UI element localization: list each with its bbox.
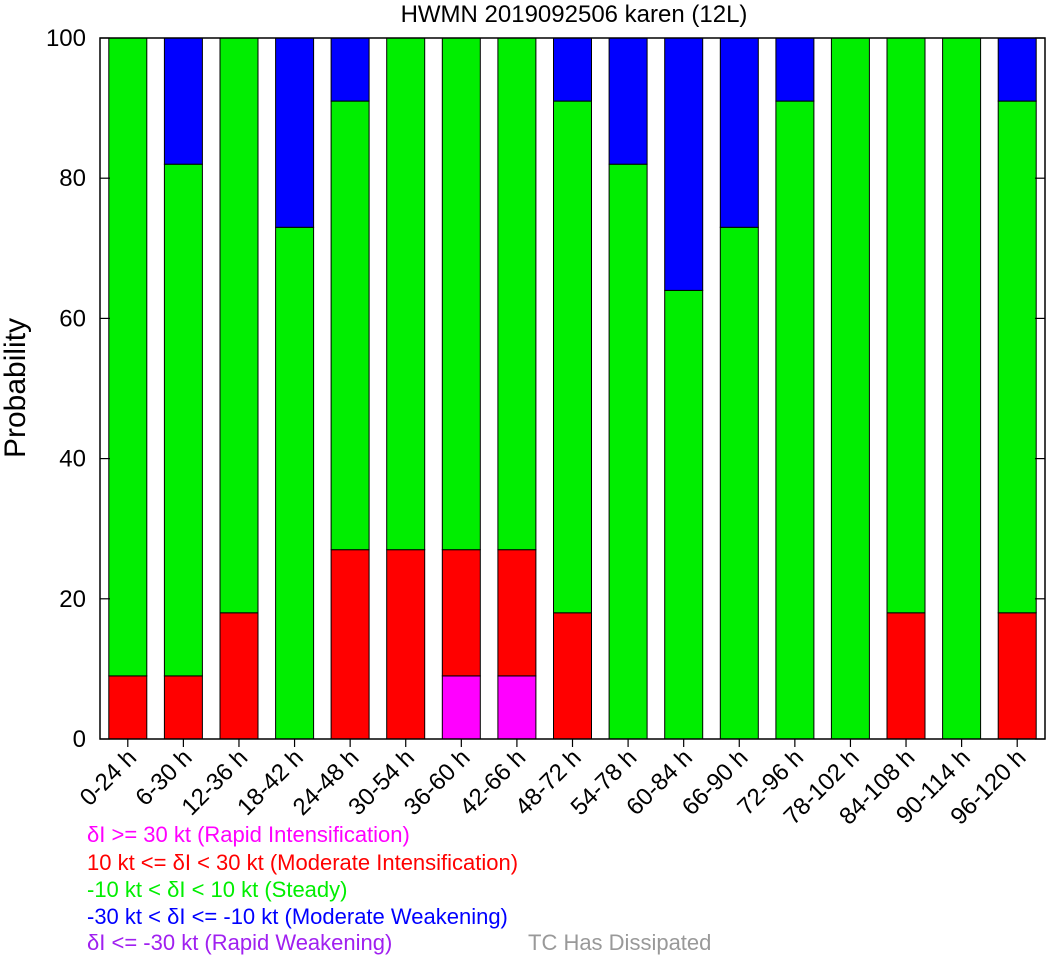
bar-segment [330, 37, 370, 102]
chart-title: HWMN 2019092506 karen (12L) [401, 1, 748, 28]
bar-segment [441, 675, 481, 740]
y-tick-label: 80 [59, 165, 86, 192]
bar-segment [775, 100, 815, 740]
bar-segment [497, 549, 537, 677]
bar-segment [108, 675, 148, 740]
bar-segment [553, 100, 592, 614]
bar-segment [330, 100, 370, 551]
bar-segment [775, 37, 815, 102]
bar-segment [441, 37, 481, 551]
bar-segment [553, 37, 592, 102]
bar-segment [163, 163, 203, 677]
bar-segment [608, 37, 648, 165]
bar-segment [219, 612, 259, 740]
bar-segment [497, 675, 537, 740]
bar-segment [275, 226, 315, 740]
bar-segment [275, 37, 315, 228]
bar-segment [997, 100, 1037, 614]
y-tick-label: 20 [59, 586, 86, 613]
legend-moderate-weakening: -30 kt < δI <= -10 kt (Moderate Weakenin… [87, 904, 508, 929]
x-tick-label: 0-24 h [75, 744, 142, 811]
bar-segment [108, 37, 148, 677]
y-tick-label: 60 [59, 305, 86, 332]
bar-segment [553, 612, 592, 740]
bar-segment [997, 37, 1037, 102]
bar-segment [163, 37, 203, 165]
bar-segment [886, 37, 926, 614]
bar-segment [386, 549, 426, 740]
legend-steady: -10 kt < δI < 10 kt (Steady) [87, 877, 348, 902]
bar-segment [886, 612, 926, 740]
y-axis-label: Probability [0, 318, 32, 458]
legend-moderate-intensification: 10 kt <= δI < 30 kt (Moderate Intensific… [87, 850, 519, 875]
x-axis: 0-24 h6-30 h12-36 h18-42 h24-48 h30-54 h… [75, 739, 1031, 830]
y-axis: 0 20 40 60 80 100 [46, 25, 1045, 753]
bar-segment [664, 37, 704, 291]
bar-segment [163, 675, 203, 740]
bar-segment [330, 549, 370, 740]
bar-segment [719, 226, 759, 740]
y-tick-label: 40 [59, 446, 86, 473]
legend-tc-dissipated: TC Has Dissipated [528, 930, 712, 955]
bar-segment [942, 37, 982, 740]
y-tick-label: 0 [73, 726, 86, 753]
bar-segment [997, 612, 1037, 740]
legend-rapid-weakening: δI <= -30 kt (Rapid Weakening) [87, 930, 393, 955]
bar-segment [219, 37, 259, 614]
bar-segment [608, 163, 648, 740]
legend-rapid-intensification: δI >= 30 kt (Rapid Intensification) [87, 822, 410, 847]
bar-segment [497, 37, 537, 551]
bar-segment [830, 37, 870, 740]
bars-layer [108, 37, 1037, 740]
bar-segment [719, 37, 759, 228]
y-tick-label: 100 [46, 25, 86, 52]
bar-segment [664, 289, 704, 740]
bar-segment [386, 37, 426, 551]
bar-segment [441, 549, 481, 677]
